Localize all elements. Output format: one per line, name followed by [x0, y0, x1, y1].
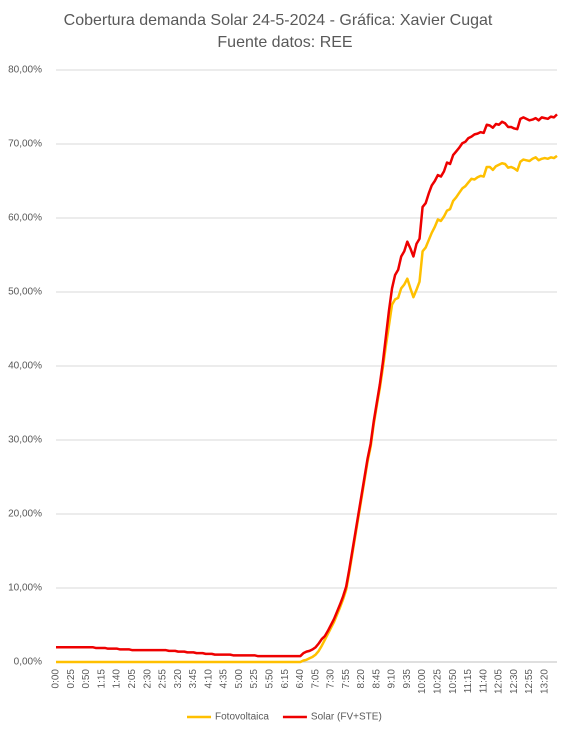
x-tick-label: 6:15: [280, 669, 291, 689]
y-tick-label: 60,00%: [8, 213, 42, 224]
legend-label: Fotovoltaica: [215, 712, 269, 723]
x-tick-label: 7:30: [326, 669, 337, 689]
x-tick-label: 10:25: [433, 669, 444, 694]
x-tick-label: 10:00: [417, 669, 428, 694]
x-tick-label: 5:25: [249, 669, 260, 689]
x-tick-label: 0:50: [81, 669, 92, 689]
x-tick-label: 8:20: [356, 669, 367, 689]
x-tick-label: 8:45: [371, 669, 382, 689]
x-tick-label: 4:10: [203, 669, 214, 689]
x-tick-label: 2:30: [142, 669, 153, 689]
x-tick-label: 13:20: [539, 669, 550, 694]
y-tick-label: 30,00%: [8, 435, 42, 446]
x-tick-label: 0:25: [66, 669, 77, 689]
chart-title: Cobertura demanda Solar 24-5-2024 - Gráf…: [64, 12, 493, 29]
y-tick-label: 50,00%: [8, 287, 42, 298]
legend-label: Solar (FV+STE): [311, 712, 382, 723]
x-tick-label: 12:55: [524, 669, 535, 694]
x-tick-label: 3:45: [188, 669, 199, 689]
series-line: [56, 113, 558, 658]
x-tick-label: 11:40: [478, 669, 489, 694]
y-tick-label: 40,00%: [8, 361, 42, 372]
y-tick-label: 20,00%: [8, 509, 42, 520]
x-tick-label: 5:50: [264, 669, 275, 689]
chart-subtitle: Fuente datos: REE: [217, 34, 352, 51]
x-tick-label: 9:10: [387, 669, 398, 689]
x-tick-label: 9:35: [402, 669, 413, 689]
x-tick-label: 12:05: [494, 669, 505, 694]
x-tick-label: 6:40: [295, 669, 306, 689]
y-tick-label: 10,00%: [8, 583, 42, 594]
x-tick-label: 12:30: [509, 669, 520, 694]
x-tick-label: 2:05: [127, 669, 138, 689]
x-tick-label: 3:20: [173, 669, 184, 689]
y-tick-label: 70,00%: [8, 139, 42, 150]
x-tick-label: 1:15: [96, 669, 107, 689]
x-tick-label: 2:55: [158, 669, 169, 689]
x-tick-label: 0:00: [51, 669, 62, 689]
x-tick-label: 10:50: [448, 669, 459, 694]
y-tick-label: 0,00%: [14, 657, 42, 668]
x-tick-label: 7:55: [341, 669, 352, 689]
y-tick-label: 80,00%: [8, 65, 42, 76]
x-tick-label: 1:40: [112, 669, 123, 689]
x-tick-label: 11:15: [463, 669, 474, 694]
x-tick-label: 7:05: [310, 669, 321, 689]
x-tick-label: 4:35: [219, 669, 230, 689]
series-line: [56, 154, 558, 664]
x-tick-label: 5:00: [234, 669, 245, 689]
